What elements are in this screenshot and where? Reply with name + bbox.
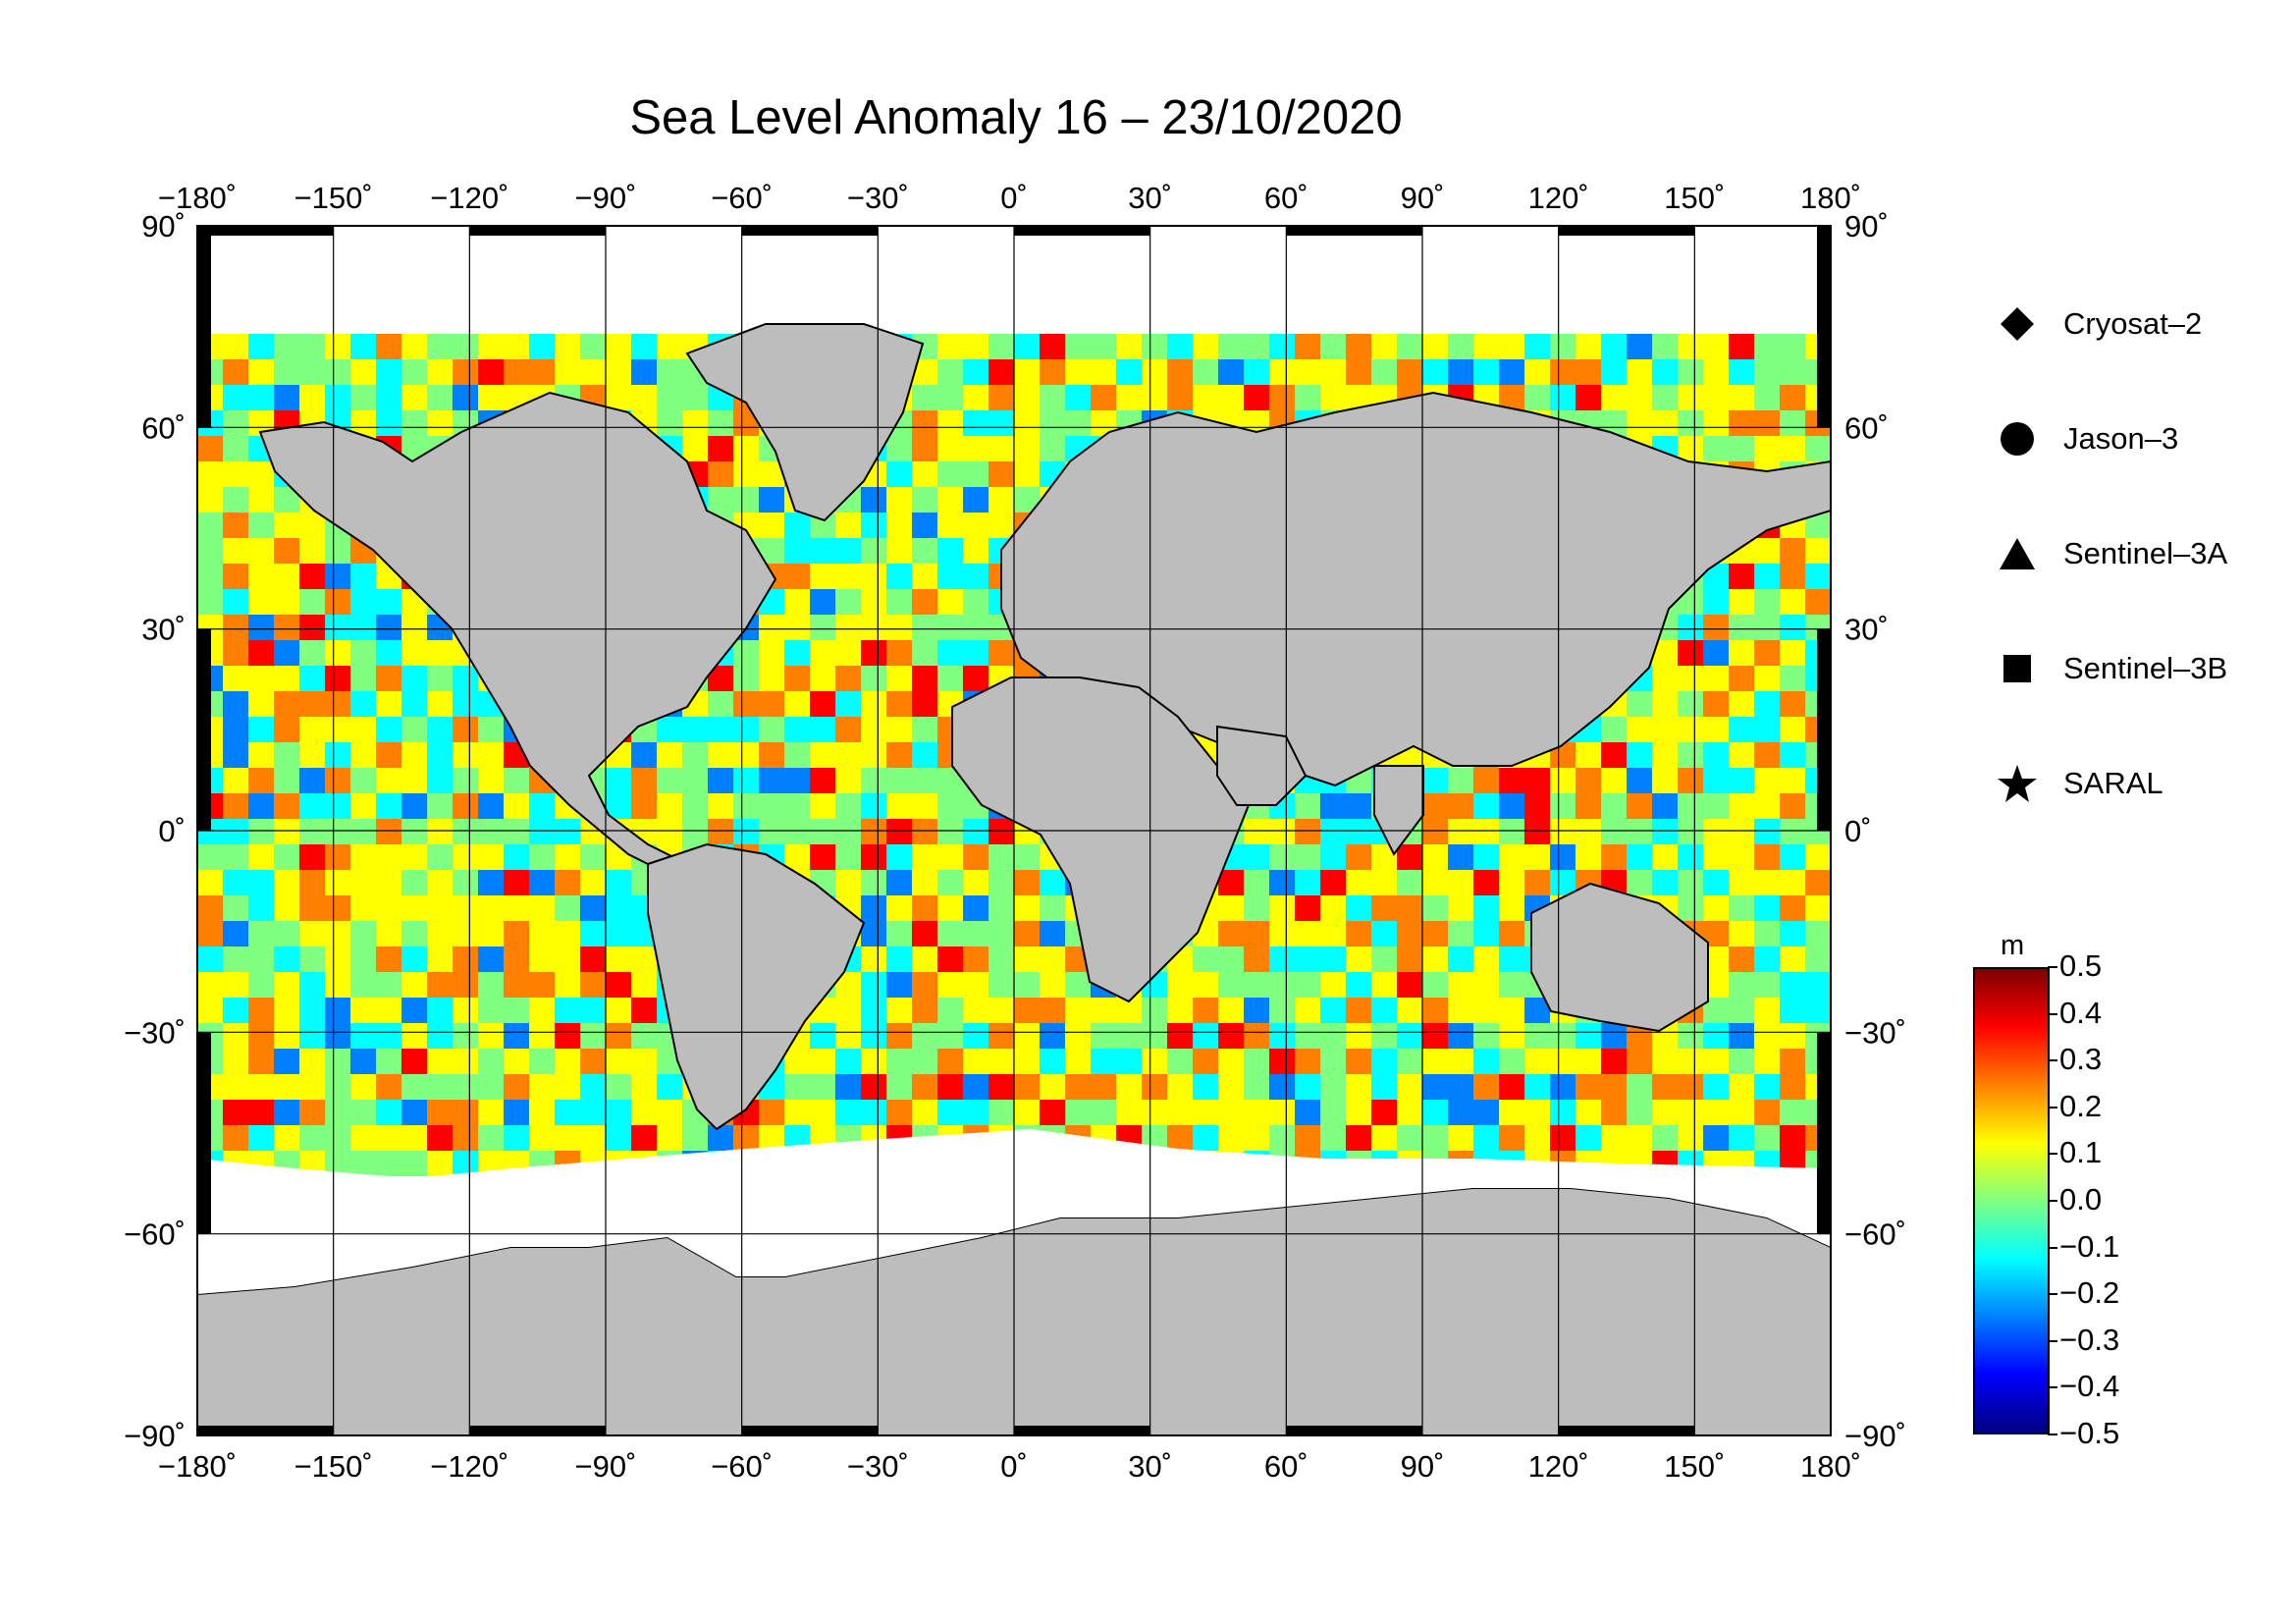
legend-label: Sentinel–3A bbox=[2063, 536, 2228, 570]
lon-tick-top: 120˚ bbox=[1528, 181, 1589, 215]
eurasia bbox=[1000, 391, 1831, 787]
lon-tick-top: 90˚ bbox=[1401, 181, 1445, 215]
lon-tick-top: −150˚ bbox=[294, 181, 373, 215]
lat-tick-right: 0˚ bbox=[1844, 814, 1872, 848]
india bbox=[1373, 765, 1424, 856]
africa bbox=[951, 676, 1258, 1003]
square-marker-icon bbox=[1993, 649, 2042, 688]
legend-label: SARAL bbox=[2063, 766, 2163, 800]
lon-tick-bottom: −180˚ bbox=[158, 1449, 237, 1484]
colorbar-tick-label: 0.5 bbox=[2047, 948, 2103, 983]
lon-tick-bottom: 180˚ bbox=[1800, 1449, 1861, 1484]
circle-marker-icon bbox=[1993, 419, 2042, 459]
lon-tick-top: −180˚ bbox=[158, 181, 237, 215]
colorbar-tick-label: 0.3 bbox=[2047, 1042, 2103, 1077]
lat-tick-right: −60˚ bbox=[1844, 1217, 1906, 1252]
lat-tick-left: 30˚ bbox=[141, 613, 186, 647]
lat-tick-left: −90˚ bbox=[124, 1419, 186, 1453]
legend-label: Cryosat–2 bbox=[2063, 306, 2203, 341]
australia bbox=[1530, 882, 1709, 1033]
colorbar-tick-label: −0.5 bbox=[2047, 1416, 2120, 1450]
colorbar-tick-label: 0.2 bbox=[2047, 1088, 2103, 1123]
lon-tick-bottom: −150˚ bbox=[294, 1449, 373, 1484]
colorbar-unit: m bbox=[2001, 930, 2025, 961]
legend-item: Cryosat–2 bbox=[1993, 304, 2202, 344]
lon-tick-bottom: −90˚ bbox=[575, 1449, 637, 1484]
lat-tick-left: −30˚ bbox=[124, 1015, 186, 1050]
graticule bbox=[197, 226, 1831, 1435]
lat-tick-left: −60˚ bbox=[124, 1217, 186, 1252]
lon-tick-bottom: 60˚ bbox=[1264, 1449, 1308, 1484]
lon-tick-top: 60˚ bbox=[1264, 181, 1308, 215]
diamond-marker-icon bbox=[1993, 304, 2042, 344]
lon-tick-bottom: 90˚ bbox=[1401, 1449, 1445, 1484]
lat-tick-left: 0˚ bbox=[158, 814, 186, 848]
lat-tick-right: −30˚ bbox=[1844, 1015, 1906, 1050]
frame-scale-bars bbox=[197, 226, 1831, 1435]
lon-tick-top: 30˚ bbox=[1128, 181, 1172, 215]
legend-item: SARAL bbox=[1993, 764, 2163, 803]
lon-tick-top: 180˚ bbox=[1800, 181, 1861, 215]
legend-item: Jason–3 bbox=[1993, 419, 2178, 459]
greenland bbox=[685, 323, 925, 522]
lat-tick-right: 30˚ bbox=[1844, 613, 1889, 647]
longitude-labels-bottom: −180˚ −150˚ −120˚ −90˚ −60˚ −30˚ 0˚ 30˚ 60˚ 90˚ 12… bbox=[158, 1449, 1861, 1484]
colorbar-tick-label: 0.0 bbox=[2047, 1182, 2103, 1217]
legend-label: Jason–3 bbox=[2063, 421, 2179, 456]
lat-tick-right: −90˚ bbox=[1844, 1419, 1906, 1453]
lon-tick-top: 0˚ bbox=[1000, 181, 1028, 215]
lon-tick-top: −60˚ bbox=[711, 181, 773, 215]
lon-tick-bottom: 120˚ bbox=[1528, 1449, 1589, 1484]
legend-item: Sentinel–3A bbox=[1993, 534, 2227, 573]
colorbar-tick-label: −0.3 bbox=[2047, 1322, 2120, 1357]
colorbar-tick-label: −0.4 bbox=[2047, 1369, 2120, 1404]
latitude-labels-left: 90˚ 60˚ 30˚ 0˚ −30˚ −60˚ −90˚ bbox=[124, 209, 186, 1453]
south-america bbox=[647, 842, 866, 1131]
chart-title: Sea Level Anomaly 16 – 23/10/2020 bbox=[629, 91, 1403, 144]
lon-tick-top: −30˚ bbox=[847, 181, 909, 215]
lon-tick-top: −120˚ bbox=[430, 181, 508, 215]
colorbar-tick-label: 0.4 bbox=[2047, 995, 2103, 1030]
triangle-marker-icon bbox=[1993, 534, 2042, 573]
colorbar-tick-label: −0.2 bbox=[2047, 1275, 2120, 1311]
lat-tick-left: 90˚ bbox=[141, 209, 186, 243]
lon-tick-top: 150˚ bbox=[1664, 181, 1725, 215]
lon-tick-bottom: −60˚ bbox=[711, 1449, 773, 1484]
lat-tick-right: 90˚ bbox=[1844, 209, 1889, 243]
lon-tick-bottom: −30˚ bbox=[847, 1449, 909, 1484]
legend-item: Sentinel–3B bbox=[1993, 649, 2227, 688]
legend-label: Sentinel–3B bbox=[2063, 651, 2228, 685]
longitude-labels-top: −180˚ −150˚ −120˚ −90˚ −60˚ −30˚ 0˚ 30˚ 60˚ 90˚ 12… bbox=[158, 181, 1861, 215]
lat-tick-right: 60˚ bbox=[1844, 410, 1889, 445]
lon-tick-top: −90˚ bbox=[575, 181, 637, 215]
lon-tick-bottom: −120˚ bbox=[430, 1449, 508, 1484]
north-america bbox=[258, 391, 777, 876]
lon-tick-bottom: 150˚ bbox=[1664, 1449, 1725, 1484]
lon-tick-bottom: 0˚ bbox=[1000, 1449, 1028, 1484]
colorbar-tick-label: −0.1 bbox=[2047, 1228, 2120, 1264]
colorbar-gradient bbox=[1973, 967, 2050, 1434]
lon-tick-bottom: 30˚ bbox=[1128, 1449, 1172, 1484]
lat-tick-left: 60˚ bbox=[141, 410, 186, 445]
star-marker-icon bbox=[1993, 764, 2042, 803]
colorbar-tick-label: 0.1 bbox=[2047, 1135, 2103, 1170]
latitude-labels-right: 90˚ 60˚ 30˚ 0˚ −30˚ −60˚ −90˚ bbox=[1844, 209, 1906, 1453]
